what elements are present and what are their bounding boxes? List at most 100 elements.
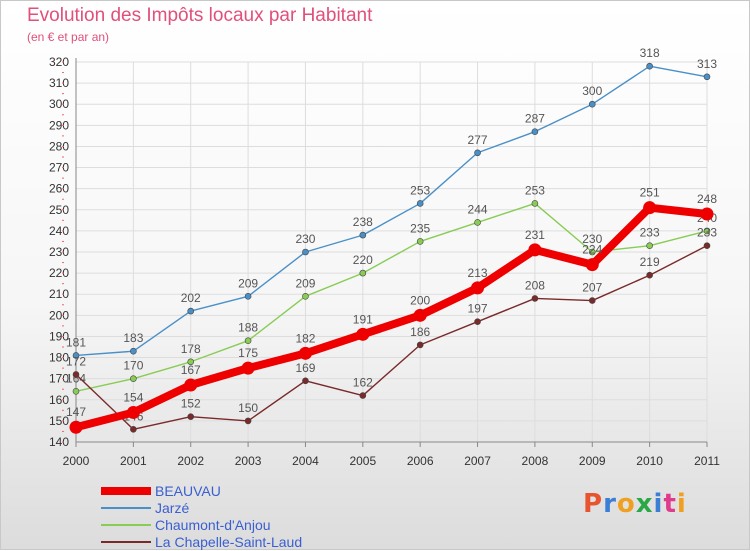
series-2-data-label: 219 [640, 255, 660, 269]
x-tick-label: 2002 [177, 454, 204, 468]
series-2-data-label: 169 [295, 361, 315, 375]
x-tick-label: 2000 [63, 454, 90, 468]
series-3-point [126, 405, 140, 419]
series-1-data-label: 230 [582, 232, 602, 246]
x-tick-label: 2005 [349, 454, 376, 468]
series-0-point [244, 293, 252, 300]
x-tick-label: 2007 [464, 454, 491, 468]
y-tick-label: 180 [49, 351, 69, 365]
legend-swatch [101, 487, 151, 495]
series-2-point [703, 242, 711, 249]
brand-letter: i [676, 489, 687, 519]
legend-swatch [101, 507, 151, 509]
y-tick-label: 310 [49, 76, 69, 90]
series-0-point [130, 347, 137, 355]
series-0-data-label: 253 [410, 183, 430, 197]
series-2-point [187, 413, 195, 420]
y-tick-label: 250 [49, 203, 69, 217]
series-3-point [700, 207, 714, 221]
series-2-data-label: 197 [468, 302, 488, 316]
series-2-data-label: 208 [525, 278, 545, 292]
y-tick-label: 290 [49, 118, 69, 132]
series-0-point [703, 73, 711, 81]
y-tick-label: 220 [49, 266, 69, 280]
series-1-data-label: 164 [66, 371, 86, 385]
series-1-data-label: 253 [525, 183, 545, 197]
series-0-data-label: 181 [66, 335, 86, 349]
series-0-line [75, 65, 708, 357]
series-3-point [643, 201, 657, 215]
series-0-data-label: 209 [238, 276, 258, 290]
series-1-point [302, 293, 309, 300]
series-2-data-label: 172 [66, 354, 86, 368]
series-3-data-label: 175 [238, 346, 258, 360]
series-2-point [416, 341, 424, 349]
series-2-point [531, 295, 539, 302]
series-3-point [241, 361, 255, 375]
series-3-point [471, 281, 485, 295]
chart-title: Evolution des Impôts locaux par Habitant [27, 5, 373, 26]
series-3-line [72, 203, 711, 432]
series-1-point [416, 238, 424, 245]
x-tick-label: 2004 [292, 454, 319, 468]
y-tick-label: 190 [49, 329, 69, 343]
series-0-data-label: 238 [353, 215, 373, 229]
series-3-point [528, 243, 542, 257]
series-2-data-label: 150 [238, 401, 258, 415]
series-3-point [356, 327, 370, 341]
series-3-data-label: 167 [181, 363, 201, 377]
series-0-point [474, 149, 481, 157]
series-2-data-label: 186 [410, 325, 430, 339]
series-2-point [646, 271, 653, 279]
series-2-point [72, 371, 80, 378]
legend-label: Chaumont-d'Anjou [155, 517, 271, 533]
y-tick-label: 240 [49, 224, 69, 238]
series-0-point [302, 248, 309, 256]
series-1-point [646, 242, 653, 249]
y-tick-label: 230 [49, 245, 69, 259]
series-3-data-label: 154 [123, 390, 143, 404]
x-tick-label: 2008 [522, 454, 549, 468]
series-1-point [531, 200, 539, 207]
series-0-point [359, 231, 367, 239]
series-1-point [703, 227, 711, 235]
y-tick-label: 200 [49, 308, 69, 322]
series-3-point [69, 420, 83, 434]
series-0-data-label: 183 [123, 331, 143, 345]
brand-letter: r [603, 489, 617, 519]
series-0-data-label: 202 [181, 291, 201, 305]
brand-letter: P [583, 489, 604, 519]
legend-swatch [101, 541, 151, 543]
legend-label: Jarzé [155, 500, 190, 516]
series-0-point [646, 62, 653, 70]
series-0-data-label: 318 [640, 46, 660, 60]
series-2-point [474, 318, 481, 325]
series-1-point [474, 219, 481, 226]
series-2-data-label: 162 [353, 376, 373, 390]
series-1-point [244, 337, 252, 344]
series-1-point [187, 358, 195, 366]
series-3-data-label: 200 [410, 293, 430, 307]
series-1-data-label: 220 [353, 253, 373, 267]
series-2-point [359, 392, 367, 399]
series-1-data-label: 233 [640, 226, 660, 240]
x-tick-label: 2001 [120, 454, 147, 468]
series-1-data-label: 170 [123, 359, 143, 373]
x-tick-label: 2003 [235, 454, 262, 468]
x-tick-label: 2010 [636, 454, 663, 468]
y-tick-label: 300 [49, 97, 69, 111]
series-2-point [244, 417, 252, 425]
series-1-point [72, 388, 80, 395]
y-tick-label: 280 [49, 139, 69, 153]
brand-letter: i [653, 489, 664, 519]
legend-swatch [101, 524, 151, 526]
series-3-point [585, 258, 599, 272]
series-3-data-label: 251 [640, 186, 660, 200]
series-3-data-label: 182 [295, 331, 315, 345]
series-3-data-label: 224 [582, 243, 602, 257]
series-0-point [416, 200, 424, 207]
series-1-point [130, 375, 137, 382]
x-tick-label: 2009 [579, 454, 606, 468]
plot-area: 140 150 160 170 180 190 200 210 220 230 240 250 260 2… [49, 46, 720, 468]
